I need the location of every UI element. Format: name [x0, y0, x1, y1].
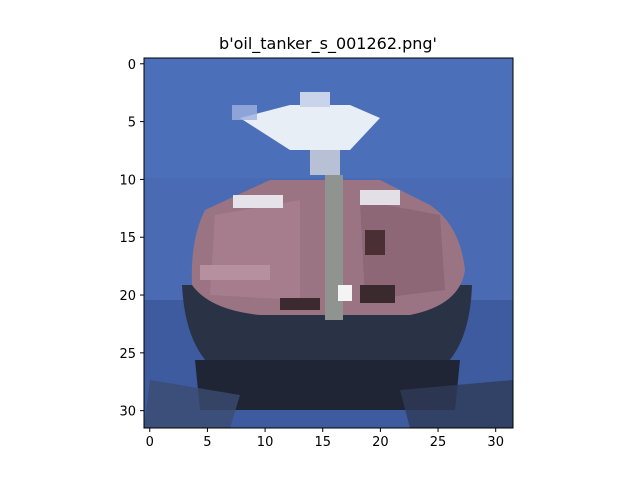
hull-bottom — [195, 360, 460, 410]
center-pipeline — [325, 175, 343, 320]
deck-dark-patch-2 — [360, 285, 395, 303]
x-tick-label: 15 — [314, 435, 331, 450]
x-tick-label: 30 — [487, 435, 504, 450]
y-tick-label: 5 — [128, 116, 136, 131]
y-tick-label: 30 — [119, 405, 136, 420]
y-tick-label: 15 — [119, 231, 136, 246]
y-tick-label: 10 — [119, 173, 136, 188]
deck-dark-patch-3 — [280, 298, 320, 310]
wave-left — [144, 380, 240, 428]
axes-frame — [143, 57, 514, 429]
glare-left — [232, 105, 257, 120]
y-tick-label: 25 — [119, 347, 136, 362]
deck-highlight-left — [233, 195, 283, 208]
deck-dark-patch — [365, 230, 385, 255]
wave-right — [400, 380, 513, 428]
superstructure-top — [300, 92, 330, 107]
y-axis: 0 5 10 15 20 25 30 — [119, 58, 144, 420]
tanker-superstructure — [240, 105, 380, 150]
y-tick-label: 20 — [119, 289, 136, 304]
x-tick-label: 25 — [430, 435, 447, 450]
x-tick-label: 10 — [257, 435, 274, 450]
deck-right-shade — [360, 200, 445, 300]
y-tick-label: 0 — [128, 58, 136, 73]
deck-left-shade — [210, 200, 300, 300]
x-tick-label: 0 — [146, 435, 154, 450]
deck-highlight-right — [360, 190, 400, 205]
x-tick-label: 5 — [203, 435, 211, 450]
x-axis: 0 5 10 15 20 25 30 — [146, 428, 504, 450]
pipeline-highlight — [338, 285, 352, 301]
deck-band — [200, 265, 270, 280]
x-tick-label: 20 — [372, 435, 389, 450]
tanker-photo — [144, 92, 513, 428]
figure-title: b'oil_tanker_s_001262.png' — [219, 34, 437, 54]
image-area — [143, 57, 514, 429]
superstructure-base — [310, 150, 340, 175]
